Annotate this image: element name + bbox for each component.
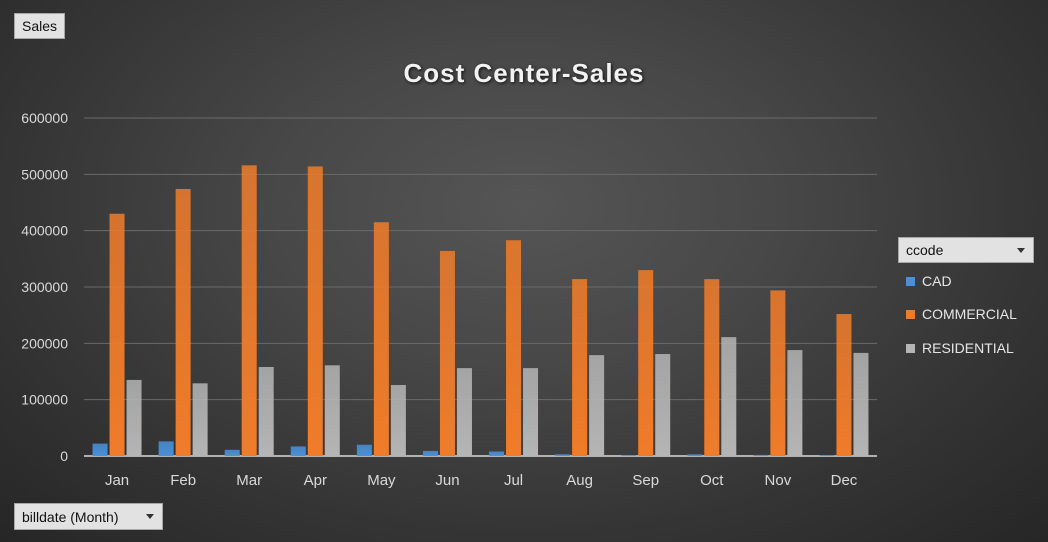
y-tick-label: 0 [60,448,68,464]
y-tick-label: 300000 [21,279,68,295]
bar-residential-oct [721,337,737,456]
legend-swatch-cad [906,276,915,286]
bar-cad-dec [819,455,835,456]
bar-cad-oct [687,454,703,456]
bar-commercial-sep [638,270,654,456]
bar-commercial-feb [175,188,191,457]
legend-item-residential: RESIDENTIAL [906,340,1014,356]
bar-commercial-apr [307,166,323,457]
bar-commercial-jan [109,213,125,456]
bar-cad-jul [489,451,505,456]
legend-swatch-residential [906,343,915,353]
bar-residential-feb [192,383,208,456]
legend-item-cad: CAD [906,273,952,289]
bar-residential-sep [655,354,671,456]
bar-residential-dec [853,352,869,456]
bar-commercial-mar [241,165,257,456]
bar-cad-apr [290,446,306,456]
value-field-button[interactable]: Sales [14,13,65,39]
legend-swatch-commercial [906,309,915,319]
x-tick-label: Mar [236,472,262,489]
bar-cad-mar [224,449,240,456]
y-tick-label: 200000 [21,335,68,351]
x-tick-label: Apr [304,472,327,489]
bar-residential-jun [456,368,472,456]
bar-residential-mar [258,366,274,456]
x-tick-label: Jul [504,472,523,489]
bar-cad-jan [92,443,108,456]
bar-commercial-jun [439,250,455,456]
chevron-down-icon [1017,248,1025,253]
legend-label-cad: CAD [922,273,952,289]
y-tick-label: 400000 [21,223,68,239]
legend-field-dropdown[interactable]: ccode [898,237,1034,263]
bar-residential-jul [523,368,539,456]
bar-residential-jan [126,379,142,456]
legend-label-commercial: COMMERCIAL [922,306,1017,322]
legend-field-label: ccode [906,242,944,258]
bar-cad-feb [158,441,174,456]
x-tick-label: Aug [566,472,593,489]
legend-item-commercial: COMMERCIAL [906,306,1017,322]
x-tick-label: Jan [105,472,129,489]
bar-commercial-dec [836,314,852,456]
bar-commercial-aug [572,279,588,456]
bar-commercial-jul [506,240,522,456]
bar-cad-sep [621,455,637,456]
y-tick-label: 100000 [21,392,68,408]
bar-residential-apr [324,365,340,456]
chevron-down-icon [146,514,154,519]
bar-cad-aug [555,454,571,456]
value-field-label: Sales [21,18,58,34]
bar-commercial-nov [770,290,786,456]
bar-residential-may [390,385,406,456]
legend-label-residential: RESIDENTIAL [922,340,1014,356]
chart-title: Cost Center-Sales [403,58,645,88]
axis-field-dropdown[interactable]: billdate (Month) [14,503,163,530]
x-tick-label: Feb [170,472,196,489]
x-tick-label: May [367,472,396,489]
x-tick-label: Nov [765,472,792,489]
x-tick-label: Sep [632,472,659,489]
bar-cad-nov [753,454,769,456]
bar-residential-nov [787,350,803,456]
bar-commercial-oct [704,279,720,456]
x-tick-label: Jun [435,472,459,489]
x-tick-label: Oct [700,472,724,489]
bar-cad-jun [422,450,438,456]
bar-cad-may [356,444,372,456]
y-tick-label: 500000 [21,166,68,182]
bar-residential-aug [589,355,605,456]
axis-field-label: billdate (Month) [22,508,119,525]
x-tick-label: Dec [831,472,858,489]
y-tick-label: 600000 [21,110,68,126]
bar-commercial-may [373,222,389,456]
